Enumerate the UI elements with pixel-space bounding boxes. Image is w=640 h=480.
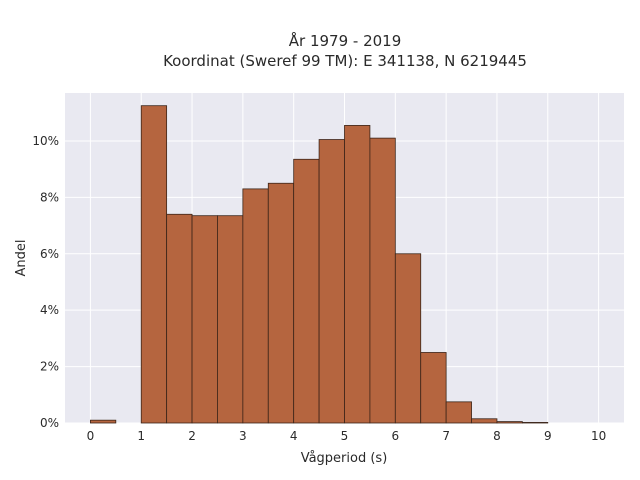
histogram-bar — [445, 401, 472, 424]
histogram-bar — [242, 188, 269, 424]
x-tick-label: 7 — [442, 429, 450, 443]
histogram-bar — [394, 253, 422, 424]
histogram-bar — [521, 422, 549, 424]
x-tick-label: 10 — [591, 429, 606, 443]
histogram-bar — [318, 139, 345, 424]
x-tick-label: 1 — [137, 429, 145, 443]
x-tick-label: 6 — [391, 429, 399, 443]
x-tick-label: 5 — [341, 429, 349, 443]
y-tick-label: 2% — [40, 360, 59, 374]
y-axis-ticks: 0% 2% 4% 6% 8% 10% — [32, 134, 59, 430]
x-tick-label: 3 — [239, 429, 247, 443]
x-axis-label: Vågperiod (s) — [301, 451, 388, 466]
y-tick-label: 6% — [40, 247, 59, 261]
x-tick-label: 4 — [290, 429, 298, 443]
histogram-bar — [420, 352, 447, 424]
y-axis-label: Andel — [14, 240, 29, 277]
histogram-bar — [293, 158, 320, 424]
histogram-bar — [471, 418, 498, 424]
bars — [90, 105, 549, 424]
histogram-bar — [191, 215, 218, 424]
chart-title: År 1979 - 2019 — [289, 31, 402, 50]
x-tick-label: 9 — [544, 429, 552, 443]
histogram-bar — [217, 215, 244, 424]
histogram-bar — [369, 137, 396, 424]
x-tick-label: 8 — [493, 429, 501, 443]
histogram-bar — [344, 125, 371, 424]
x-axis-ticks: 0 1 2 3 4 5 6 7 8 9 10 — [87, 429, 607, 443]
y-tick-label: 4% — [40, 303, 59, 317]
y-tick-label: 10% — [32, 134, 59, 148]
histogram-bar — [496, 421, 523, 424]
y-tick-label: 0% — [40, 416, 59, 430]
histogram-bar — [166, 213, 193, 424]
histogram-bar — [267, 182, 295, 424]
histogram-bar — [140, 105, 168, 424]
chart-subtitle: Koordinat (Sweref 99 TM): E 341138, N 62… — [163, 52, 527, 70]
histogram-bar — [90, 419, 117, 424]
x-tick-label: 0 — [87, 429, 95, 443]
y-tick-label: 8% — [40, 190, 59, 204]
x-tick-label: 2 — [188, 429, 196, 443]
